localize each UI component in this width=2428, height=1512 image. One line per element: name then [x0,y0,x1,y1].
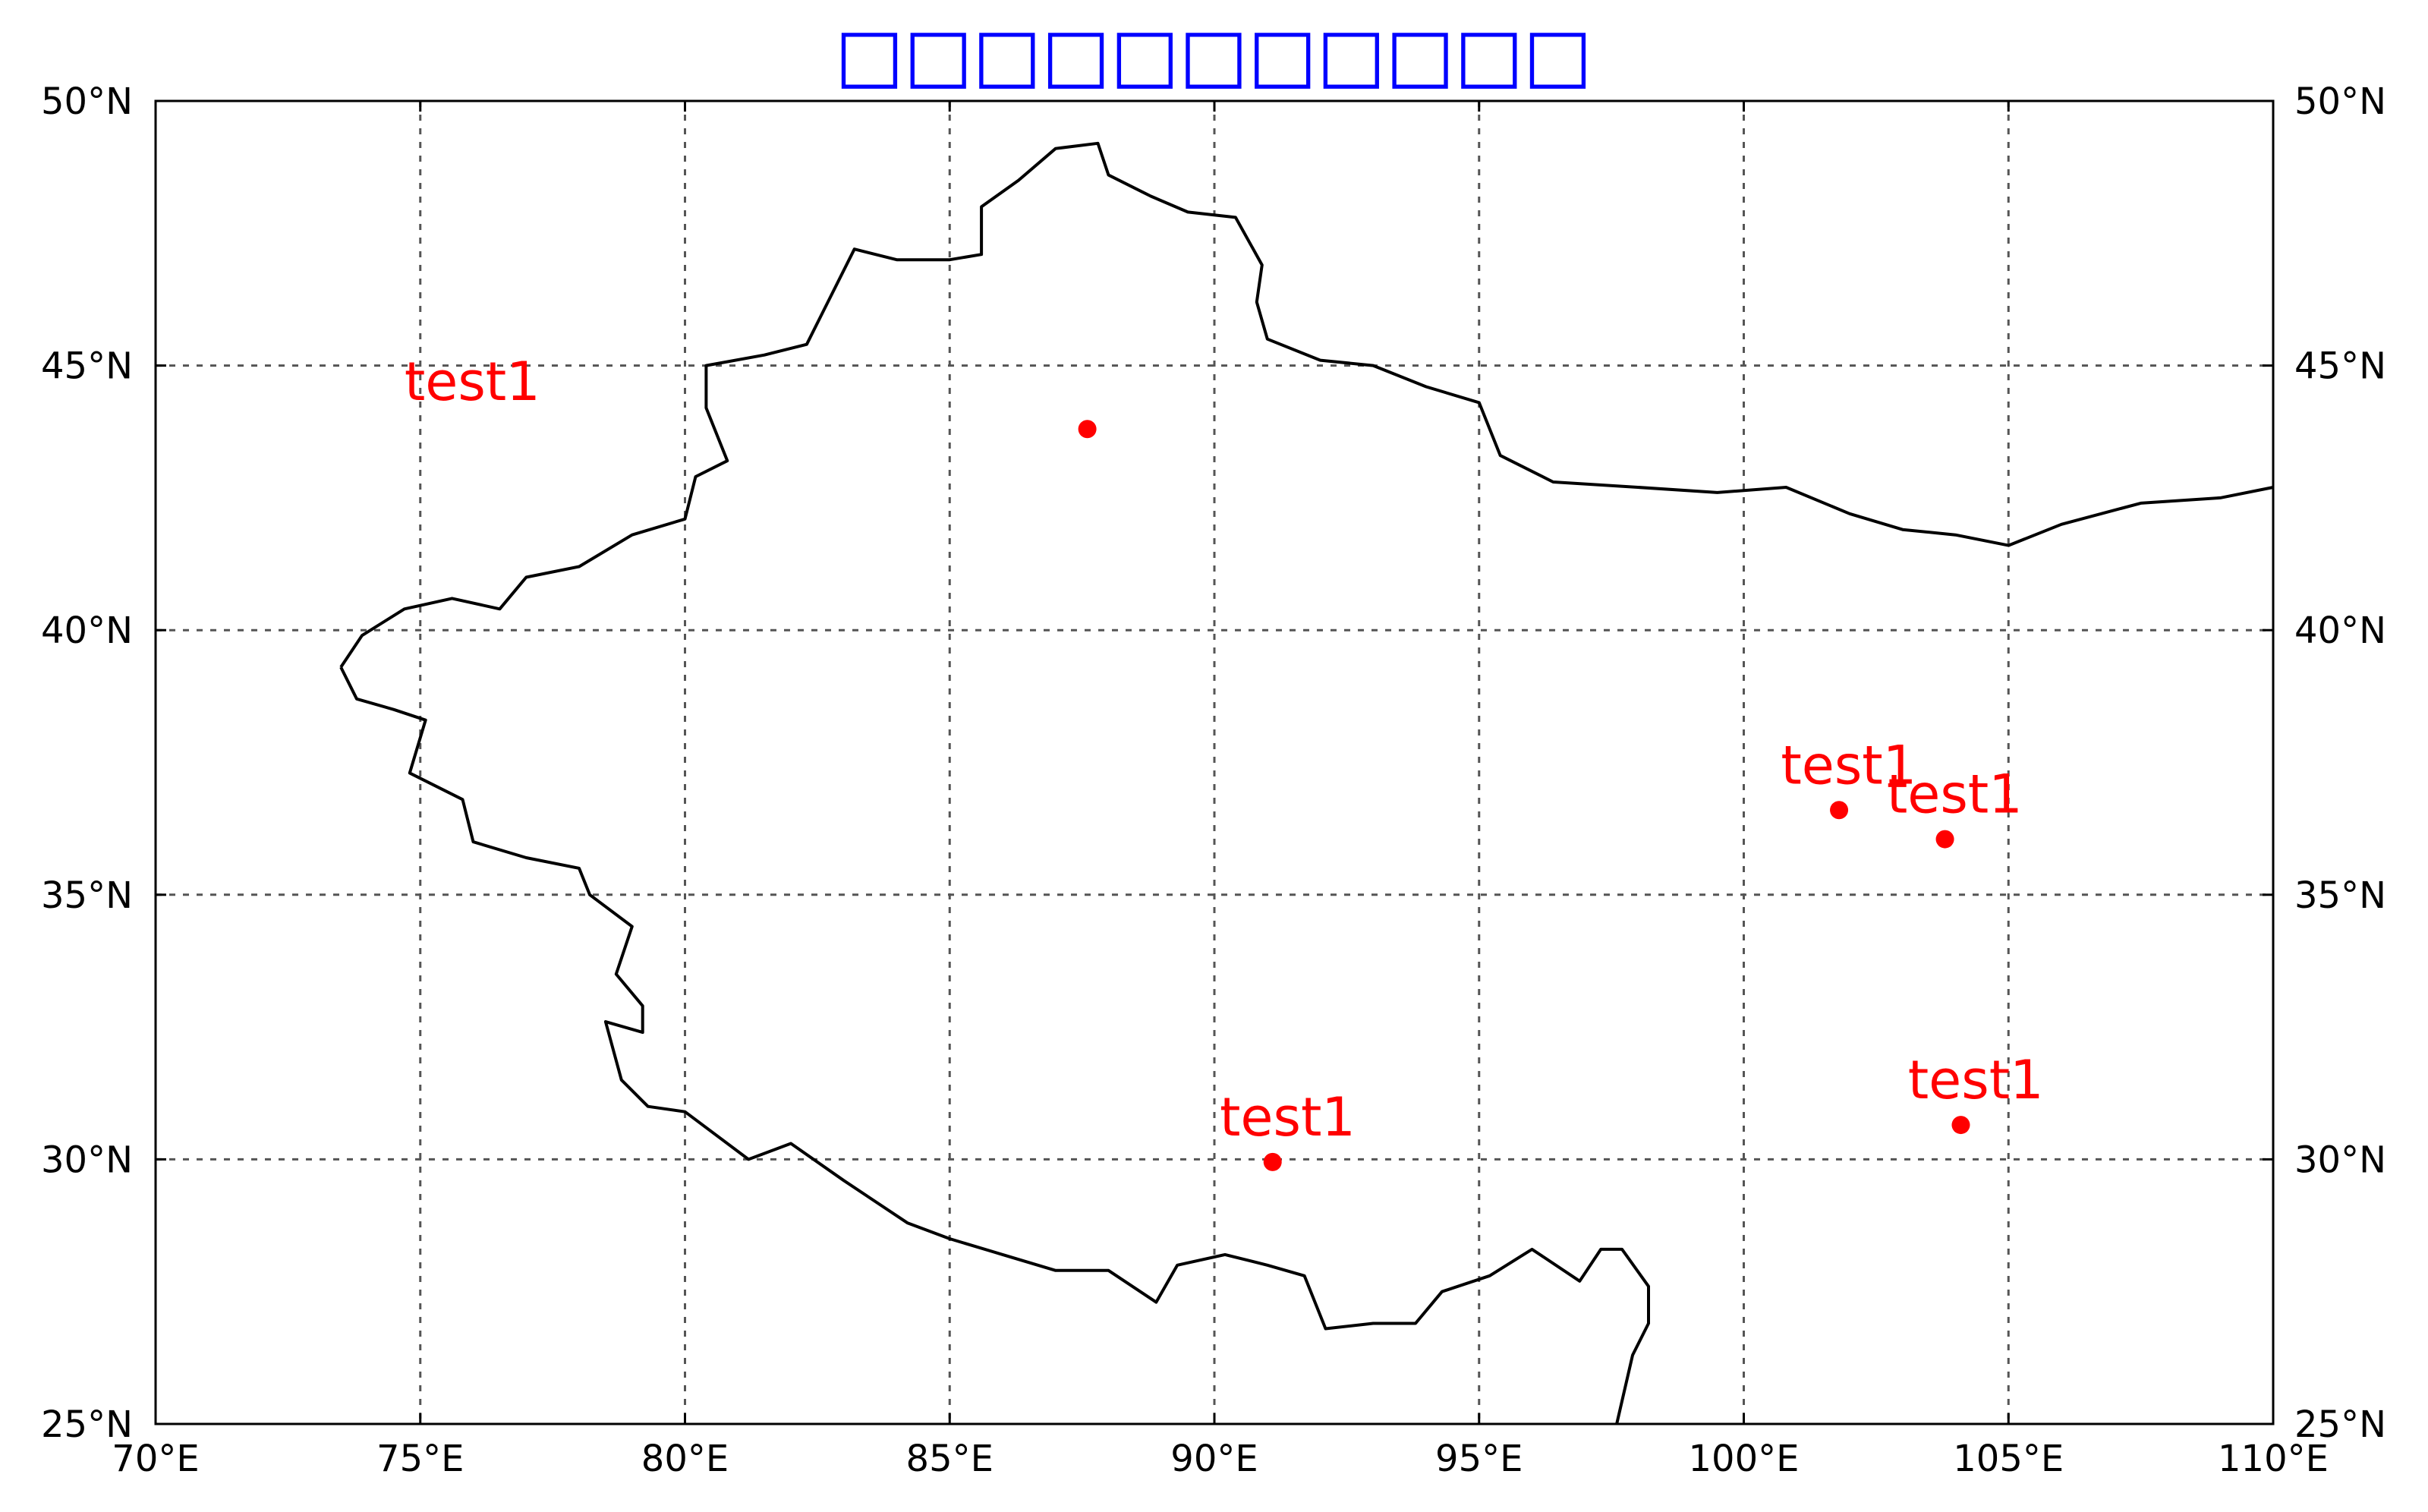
lon-tick-label: 110°E [2218,1438,2329,1480]
north-border-line [339,141,2274,669]
city-label: test1 [1887,764,2023,826]
lat-tick-label-left: 50°N [41,80,133,123]
lat-tick-label-left: 40°N [41,610,133,652]
city-marker [1935,830,1954,849]
city-marker [1078,420,1097,439]
city-label: test1 [1781,734,1916,796]
axis-ticks: 70°E 75°E 80°E 85°E 90°E 95°E 100°E 105°E 110°E2… [41,80,2386,1480]
lon-tick-label: 70°E [112,1438,199,1480]
city-label: test1 [405,351,540,413]
lon-tick-label: 90°E [1170,1438,1258,1480]
city-marker [1263,1152,1282,1171]
lat-tick-label-left: 45°N [41,345,133,388]
lat-tick-label-left: 25°N [41,1403,133,1446]
lat-tick-label-right: 30°N [2294,1139,2386,1181]
lat-tick-label-left: 35°N [41,874,133,917]
lat-tick-label-right: 50°N [2294,80,2386,123]
lat-tick-label-right: 40°N [2294,610,2386,652]
lat-tick-label-right: 45°N [2294,345,2386,388]
south-border-line [339,666,1650,1425]
lat-tick-label-right: 35°N [2294,874,2386,917]
lon-tick-label: 105°E [1953,1438,2064,1480]
map-title: □□□□□□□□□□□ [835,12,1592,97]
lon-tick-label: 75°E [376,1438,464,1480]
lon-tick-label: 100°E [1689,1438,1800,1480]
lon-tick-label: 80°E [641,1438,729,1480]
lon-tick-label: 95°E [1435,1438,1523,1480]
city-markers [1078,420,1970,1171]
map-frame [154,99,2275,1425]
city-marker [1951,1116,1970,1135]
region-border [339,141,2274,1425]
city-label: test1 [1220,1086,1356,1148]
lat-tick-label-right: 25°N [2294,1403,2386,1446]
city-label: test1 [1908,1049,2044,1111]
city-marker [1830,801,1849,820]
lon-tick-label: 85°E [906,1438,994,1480]
lat-tick-label-left: 30°N [41,1139,133,1181]
graticule [154,99,2275,1425]
